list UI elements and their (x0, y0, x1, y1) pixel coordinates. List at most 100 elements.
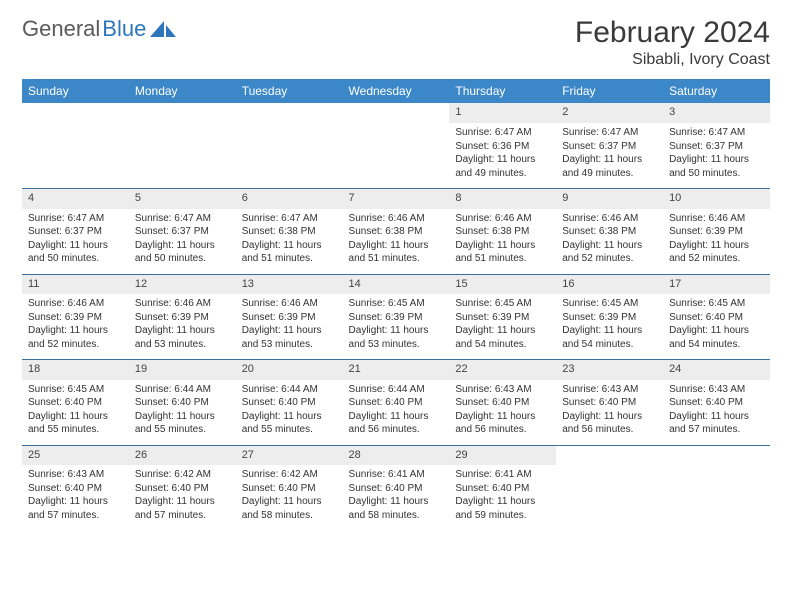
day-content-cell: Sunrise: 6:43 AMSunset: 6:40 PMDaylight:… (556, 380, 663, 446)
daylight2-text: and 59 minutes. (455, 509, 550, 523)
day-number-cell (556, 445, 663, 465)
daylight1-text: Daylight: 11 hours (562, 410, 657, 424)
sunrise-text: Sunrise: 6:46 AM (455, 212, 550, 226)
sunset-text: Sunset: 6:38 PM (455, 225, 550, 239)
daylight2-text: and 53 minutes. (135, 338, 230, 352)
weekday-header: Tuesday (236, 79, 343, 103)
weekday-header-row: Sunday Monday Tuesday Wednesday Thursday… (22, 79, 770, 103)
day-number-cell: 28 (343, 445, 450, 465)
daylight1-text: Daylight: 11 hours (669, 153, 764, 167)
daylight1-text: Daylight: 11 hours (562, 153, 657, 167)
sunset-text: Sunset: 6:39 PM (562, 311, 657, 325)
calendar-page: GeneralBlue February 2024 Sibabli, Ivory… (0, 0, 792, 546)
month-title: February 2024 (575, 16, 770, 49)
sunrise-text: Sunrise: 6:45 AM (28, 383, 123, 397)
daylight2-text: and 56 minutes. (349, 423, 444, 437)
day-number-cell: 8 (449, 189, 556, 209)
day-content-cell: Sunrise: 6:47 AMSunset: 6:38 PMDaylight:… (236, 209, 343, 275)
sunrise-text: Sunrise: 6:46 AM (349, 212, 444, 226)
day-content-cell (236, 123, 343, 189)
sunset-text: Sunset: 6:39 PM (28, 311, 123, 325)
sunrise-text: Sunrise: 6:42 AM (135, 468, 230, 482)
daylight2-text: and 54 minutes. (669, 338, 764, 352)
day-number-cell: 13 (236, 274, 343, 294)
sunset-text: Sunset: 6:38 PM (562, 225, 657, 239)
daylight1-text: Daylight: 11 hours (28, 495, 123, 509)
day-number-row: 123 (22, 103, 770, 123)
weekday-header: Wednesday (343, 79, 450, 103)
daylight1-text: Daylight: 11 hours (135, 495, 230, 509)
day-content-cell: Sunrise: 6:47 AMSunset: 6:37 PMDaylight:… (663, 123, 770, 189)
header: GeneralBlue February 2024 Sibabli, Ivory… (22, 16, 770, 69)
day-content-cell: Sunrise: 6:42 AMSunset: 6:40 PMDaylight:… (129, 465, 236, 530)
sunrise-text: Sunrise: 6:47 AM (135, 212, 230, 226)
day-content-cell (556, 465, 663, 530)
sunset-text: Sunset: 6:39 PM (669, 225, 764, 239)
day-number-cell: 12 (129, 274, 236, 294)
day-number-cell (129, 103, 236, 123)
sunrise-text: Sunrise: 6:43 AM (562, 383, 657, 397)
sunset-text: Sunset: 6:36 PM (455, 140, 550, 154)
daylight2-text: and 52 minutes. (562, 252, 657, 266)
day-content-row: Sunrise: 6:46 AM Sunset: 6:39 PM Daylight:… (22, 294, 770, 360)
weekday-header: Thursday (449, 79, 556, 103)
weekday-header: Friday (556, 79, 663, 103)
day-content-cell: Sunrise: 6:44 AMSunset: 6:40 PMDaylight:… (129, 380, 236, 446)
sunset-text: Sunset: 6:40 PM (669, 311, 764, 325)
daylight2-text: and 52 minutes. (669, 252, 764, 266)
sunrise-text: Sunrise: 6:47 AM (669, 126, 764, 140)
sunrise-text: Sunrise: 6:46 AM (242, 297, 337, 311)
day-number-cell: 18 (22, 360, 129, 380)
day-content-cell (663, 465, 770, 530)
sunset-text: Sunset: 6:40 PM (135, 482, 230, 496)
sunrise-text: Sunrise: 6:43 AM (455, 383, 550, 397)
daylight2-text: and 52 minutes. (28, 338, 123, 352)
sunrise-text: Sunrise: 6:44 AM (349, 383, 444, 397)
daylight2-text: and 53 minutes. (349, 338, 444, 352)
day-number-cell: 23 (556, 360, 663, 380)
sunset-text: Sunset: 6:40 PM (349, 396, 444, 410)
day-number-cell: 26 (129, 445, 236, 465)
sunset-text: Sunset: 6:37 PM (562, 140, 657, 154)
daylight1-text: Daylight: 11 hours (242, 410, 337, 424)
brand-part1: General (22, 16, 100, 42)
daylight1-text: Daylight: 11 hours (562, 239, 657, 253)
daylight2-text: and 49 minutes. (455, 167, 550, 181)
daylight1-text: Daylight: 11 hours (455, 495, 550, 509)
day-content-cell: Sunrise: 6:41 AMSunset: 6:40 PMDaylight:… (343, 465, 450, 530)
daylight2-text: and 51 minutes. (242, 252, 337, 266)
day-number-cell: 7 (343, 189, 450, 209)
sunset-text: Sunset: 6:38 PM (242, 225, 337, 239)
sunset-text: Sunset: 6:37 PM (135, 225, 230, 239)
sunset-text: Sunset: 6:40 PM (135, 396, 230, 410)
day-content-cell: Sunrise: 6:46 AMSunset: 6:38 PMDaylight:… (343, 209, 450, 275)
day-content-row: Sunrise: 6:43 AMSunset: 6:40 PMDaylight:… (22, 465, 770, 530)
weekday-header: Monday (129, 79, 236, 103)
sunset-text: Sunset: 6:40 PM (28, 482, 123, 496)
day-content-cell: Sunrise: 6:45 AMSunset: 6:40 PMDaylight:… (22, 380, 129, 446)
day-content-cell: Sunrise: 6:44 AMSunset: 6:40 PMDaylight:… (236, 380, 343, 446)
daylight2-text: and 51 minutes. (455, 252, 550, 266)
day-number-cell: 16 (556, 274, 663, 294)
sunrise-text: Sunrise: 6:44 AM (135, 383, 230, 397)
sunrise-text: Sunrise: 6:47 AM (562, 126, 657, 140)
daylight2-text: and 50 minutes. (28, 252, 123, 266)
daylight1-text: Daylight: 11 hours (28, 239, 123, 253)
daylight2-text: and 57 minutes. (135, 509, 230, 523)
day-number-row: 11121314151617 (22, 274, 770, 294)
daylight2-text: and 54 minutes. (562, 338, 657, 352)
sunset-text: Sunset: 6:40 PM (669, 396, 764, 410)
daylight2-text: and 58 minutes. (242, 509, 337, 523)
daylight1-text: Daylight: 11 hours (455, 239, 550, 253)
daylight2-text: and 56 minutes. (562, 423, 657, 437)
weekday-header: Sunday (22, 79, 129, 103)
day-number-row: 45678910 (22, 189, 770, 209)
day-content-cell: Sunrise: 6:46 AMSunset: 6:39 PMDaylight:… (663, 209, 770, 275)
sunrise-text: Sunrise: 6:47 AM (28, 212, 123, 226)
day-content-cell (343, 123, 450, 189)
daylight1-text: Daylight: 11 hours (135, 410, 230, 424)
daylight1-text: Daylight: 11 hours (669, 239, 764, 253)
daylight1-text: Daylight: 11 hours (455, 324, 550, 338)
sunrise-text: Sunrise: 6:41 AM (455, 468, 550, 482)
sunrise-text: Sunrise: 6:43 AM (28, 468, 123, 482)
